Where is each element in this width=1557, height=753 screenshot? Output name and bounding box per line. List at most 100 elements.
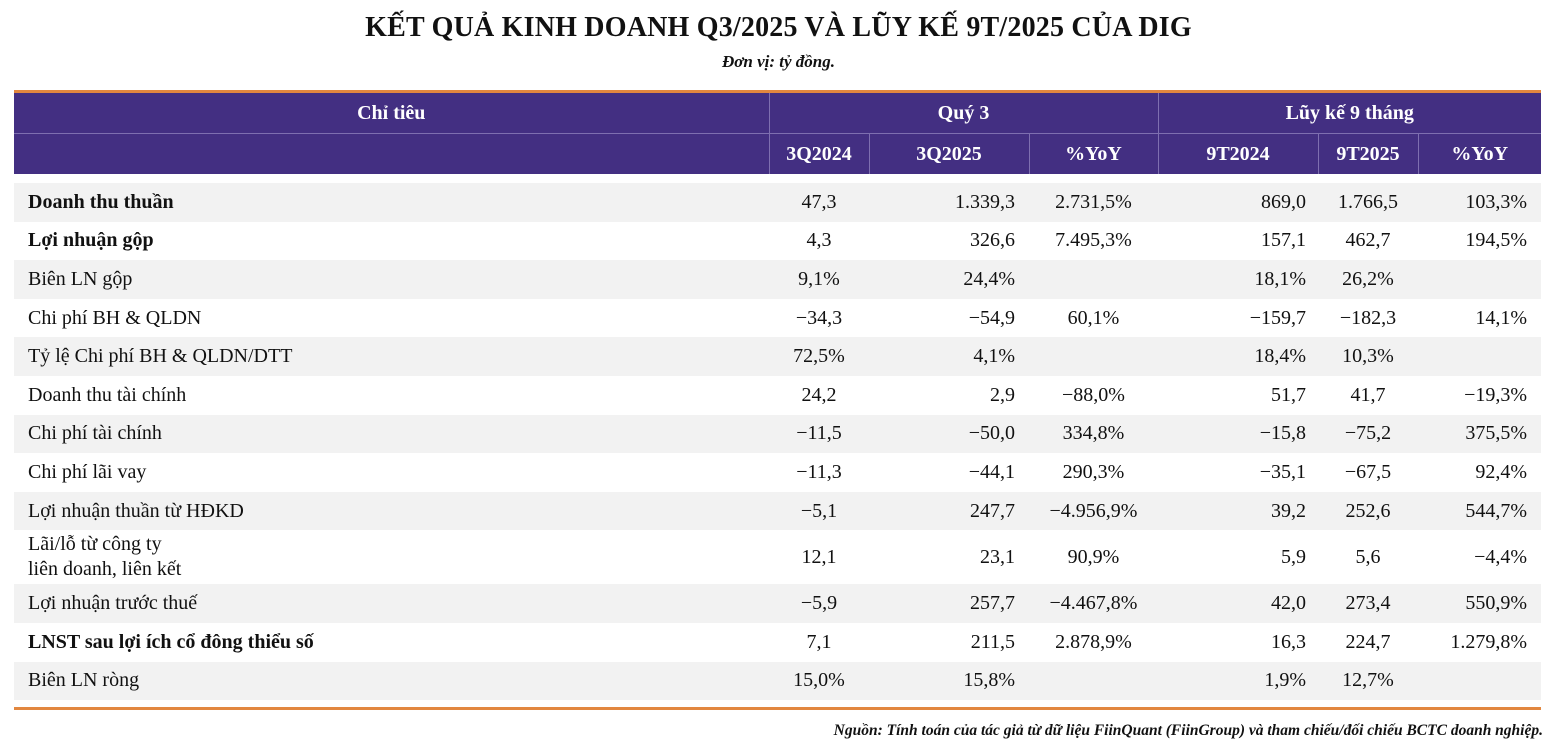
row-value-3q2025-q3: 257,7	[869, 584, 1029, 623]
row-value-3q2024-q3: 15,0%	[769, 661, 869, 701]
top-accent-line	[14, 90, 1541, 93]
row-value-9t2024-ytd: 1,9%	[1158, 661, 1318, 701]
row-label: Chi phí lãi vay	[14, 453, 769, 492]
results-table: Chỉ tiêu Quý 3 Lũy kế 9 tháng 3Q2024 3Q2…	[14, 93, 1542, 701]
table-row: Tỷ lệ Chi phí BH & QLDN/DTT 72,5% 4,1% 18,4…	[14, 337, 1542, 376]
row-value-pct-yoy-q3: 2.731,5%	[1029, 183, 1158, 222]
row-value-pct-yoy-q3: −88,0%	[1029, 375, 1158, 415]
header-ytd-group: Lũy kế 9 tháng	[1158, 93, 1542, 134]
row-value-3q2025-q3: 247,7	[869, 491, 1029, 531]
row-value-pct-yoy-ytd: −19,3%	[1418, 375, 1542, 415]
row-value-9t2025-ytd: −67,5	[1318, 453, 1418, 492]
row-value-3q2025-q3: 211,5	[869, 622, 1029, 662]
row-value-3q2024-q3: −34,3	[769, 298, 869, 338]
header-indicator: Chỉ tiêu	[14, 93, 770, 134]
page-title: KẾT QUẢ KINH DOANH Q3/2025 VÀ LŨY KẾ 9T/…	[365, 12, 1192, 43]
row-value-9t2025-ytd: 5,6	[1318, 530, 1418, 585]
table-row: Lợi nhuận thuần từ HĐKD −5,1 247,7 −4.956,9…	[14, 491, 1542, 531]
header-blank	[14, 133, 770, 174]
bottom-accent-line	[14, 707, 1541, 710]
row-value-9t2024-ytd: −159,7	[1158, 298, 1318, 338]
row-value-3q2025-q3: −50,0	[869, 414, 1029, 454]
row-value-9t2024-ytd: 39,2	[1158, 491, 1318, 531]
row-value-9t2025-ytd: 10,3%	[1318, 337, 1418, 376]
header-col-q3-yoy: %YoY	[1029, 133, 1159, 174]
row-value-pct-yoy-q3	[1029, 337, 1158, 376]
table-row: Lợi nhuận gộp 4,3 326,6 7.495,3% 157,1 462,7 1…	[14, 221, 1542, 261]
row-value-9t2024-ytd: 5,9	[1158, 530, 1318, 585]
row-value-pct-yoy-q3	[1029, 661, 1158, 701]
row-value-9t2025-ytd: 224,7	[1318, 622, 1418, 662]
row-value-9t2025-ytd: −75,2	[1318, 414, 1418, 454]
row-value-pct-yoy-ytd: 14,1%	[1418, 298, 1542, 338]
row-value-9t2025-ytd: 252,6	[1318, 491, 1418, 531]
row-value-9t2025-ytd: 273,4	[1318, 584, 1418, 623]
row-label: Lợi nhuận thuần từ HĐKD	[14, 491, 769, 531]
table-row: Lợi nhuận trước thuế −5,9 257,7 −4.467,8% 42…	[14, 584, 1542, 623]
row-value-3q2024-q3: 9,1%	[769, 260, 869, 299]
row-value-9t2024-ytd: 157,1	[1158, 221, 1318, 261]
row-value-3q2024-q3: 4,3	[769, 221, 869, 261]
row-value-9t2024-ytd: 18,1%	[1158, 260, 1318, 299]
row-value-pct-yoy-ytd: 550,9%	[1418, 584, 1542, 623]
row-label: Lợi nhuận trước thuế	[14, 584, 769, 623]
row-value-9t2024-ytd: 42,0	[1158, 584, 1318, 623]
row-value-pct-yoy-q3: −4.956,9%	[1029, 491, 1158, 531]
row-value-pct-yoy-ytd: 103,3%	[1418, 183, 1542, 222]
row-value-9t2024-ytd: −15,8	[1158, 414, 1318, 454]
table-row: Chi phí lãi vay −11,3 −44,1 290,3% −35,1 −67,…	[14, 453, 1542, 492]
row-value-pct-yoy-ytd: 1.279,8%	[1418, 622, 1542, 662]
row-value-3q2025-q3: 15,8%	[869, 661, 1029, 701]
table-row: Doanh thu thuần 47,3 1.339,3 2.731,5% 869,0 1…	[14, 183, 1542, 222]
row-value-9t2025-ytd: 12,7%	[1318, 661, 1418, 701]
row-label: Chi phí tài chính	[14, 414, 769, 454]
row-value-pct-yoy-ytd: −4,4%	[1418, 530, 1542, 585]
header-col-9t2024: 9T2024	[1158, 133, 1319, 174]
row-value-3q2024-q3: −5,1	[769, 491, 869, 531]
row-value-pct-yoy-ytd: 194,5%	[1418, 221, 1542, 261]
row-label: Doanh thu tài chính	[14, 375, 769, 415]
row-label: Doanh thu thuần	[14, 183, 769, 222]
table-row: Chi phí BH & QLDN −34,3 −54,9 60,1% −159,7 −1…	[14, 298, 1542, 338]
table-row: Biên LN ròng 15,0% 15,8% 1,9% 12,7%	[14, 661, 1542, 701]
row-label: Biên LN gộp	[14, 260, 769, 299]
table-row: Lãi/lỗ từ công ty liên doanh, liên kết 12…	[14, 530, 1542, 585]
row-value-9t2025-ytd: −182,3	[1318, 298, 1418, 338]
row-value-3q2024-q3: −11,3	[769, 453, 869, 492]
row-value-pct-yoy-ytd: 92,4%	[1418, 453, 1542, 492]
row-label: Lợi nhuận gộp	[14, 221, 769, 261]
row-value-pct-yoy-q3: 290,3%	[1029, 453, 1158, 492]
table-row: LNST sau lợi ích cổ đông thiểu số 7,1 211,…	[14, 622, 1542, 662]
header-col-9t2025: 9T2025	[1318, 133, 1419, 174]
row-value-pct-yoy-q3: 90,9%	[1029, 530, 1158, 585]
row-value-9t2024-ytd: 18,4%	[1158, 337, 1318, 376]
row-value-3q2025-q3: 24,4%	[869, 260, 1029, 299]
table-row: Doanh thu tài chính 24,2 2,9 −88,0% 51,7 41,7…	[14, 375, 1542, 415]
row-label: LNST sau lợi ích cổ đông thiểu số	[14, 622, 769, 662]
row-value-3q2024-q3: 47,3	[769, 183, 869, 222]
row-value-9t2025-ytd: 462,7	[1318, 221, 1418, 261]
row-value-3q2024-q3: 24,2	[769, 375, 869, 415]
row-value-3q2025-q3: 326,6	[869, 221, 1029, 261]
row-value-pct-yoy-ytd	[1418, 661, 1542, 701]
row-value-pct-yoy-q3: −4.467,8%	[1029, 584, 1158, 623]
row-value-9t2024-ytd: −35,1	[1158, 453, 1318, 492]
table-row: Biên LN gộp 9,1% 24,4% 18,1% 26,2%	[14, 260, 1542, 299]
row-value-3q2025-q3: 23,1	[869, 530, 1029, 585]
row-value-pct-yoy-ytd: 544,7%	[1418, 491, 1542, 531]
row-value-3q2025-q3: −44,1	[869, 453, 1029, 492]
source-note: Nguồn: Tính toán của tác giả từ dữ liệu …	[833, 722, 1543, 739]
row-value-9t2025-ytd: 1.766,5	[1318, 183, 1418, 222]
row-value-pct-yoy-q3: 334,8%	[1029, 414, 1158, 454]
row-value-pct-yoy-q3: 2.878,9%	[1029, 622, 1158, 662]
row-label: Lãi/lỗ từ công ty liên doanh, liên kết	[14, 530, 769, 585]
row-value-3q2024-q3: 7,1	[769, 622, 869, 662]
row-value-3q2024-q3: 72,5%	[769, 337, 869, 376]
row-value-9t2025-ytd: 26,2%	[1318, 260, 1418, 299]
row-value-9t2024-ytd: 869,0	[1158, 183, 1318, 222]
row-value-pct-yoy-q3: 7.495,3%	[1029, 221, 1158, 261]
row-value-pct-yoy-ytd	[1418, 337, 1542, 376]
unit-note: Đơn vị: tỷ đồng.	[721, 52, 835, 71]
row-value-pct-yoy-q3: 60,1%	[1029, 298, 1158, 338]
row-value-3q2024-q3: −11,5	[769, 414, 869, 454]
